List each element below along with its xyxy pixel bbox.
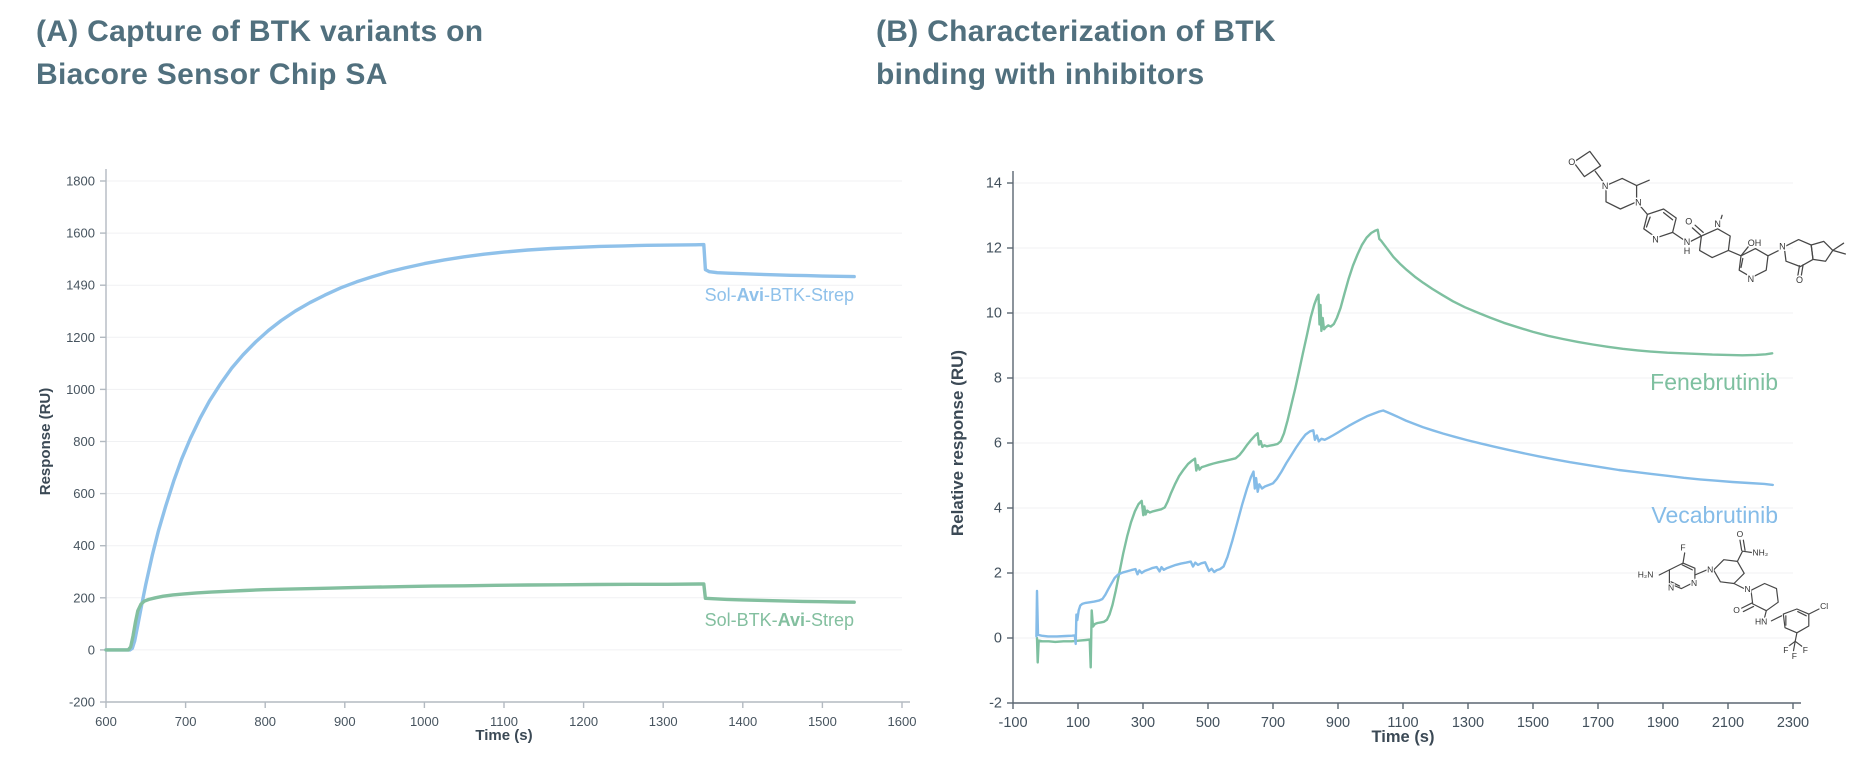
chart-b-y-tick-label: 8 (994, 371, 1002, 387)
chart-b-x-tick-label: 1700 (1582, 715, 1614, 731)
panel-a-title-line1: (A) Capture of BTK variants on (36, 15, 484, 48)
chart-b-y-tick-label: 12 (986, 241, 1002, 257)
svg-text:N: N (1602, 181, 1609, 191)
chart-b-x-tick-label: 1100 (1387, 715, 1418, 731)
svg-text:N: N (1668, 582, 1674, 592)
svg-text:O: O (1796, 275, 1803, 285)
fenebrutinib-structure-icon: O N N N N H O N OH N N O (1567, 150, 1847, 286)
chart-a-ylabel: Response (RU) (37, 388, 54, 496)
chart-b-x-tick-label: 300 (1131, 715, 1155, 731)
svg-text:N: N (1652, 234, 1659, 244)
chart-b-x-tick-label: 1500 (1517, 715, 1549, 731)
svg-text:O: O (1685, 216, 1692, 226)
svg-text:N: N (1635, 197, 1642, 207)
vecabrutinib-label: Vecabrutinib (1651, 502, 1778, 528)
fenebrutinib-curve (1035, 228, 1774, 669)
sol-btk-avi-strep-curve (104, 582, 856, 652)
chart-a-y-tick-label: 200 (73, 590, 95, 605)
svg-text:Cl: Cl (1820, 601, 1828, 611)
sol-avi-btk-strep-curve (104, 242, 856, 652)
chart-a-x-tick-label: 1400 (728, 714, 757, 729)
svg-text:HN: HN (1755, 616, 1767, 626)
chart-b-y-tick-label: -2 (989, 696, 1002, 712)
svg-text:F: F (1803, 645, 1808, 655)
svg-text:N: N (1714, 219, 1721, 229)
panel-a-title: (A) Capture of BTK variants on Biacore S… (36, 10, 483, 96)
panel-b-title-line1: (B) Characterization of BTK (876, 15, 1276, 48)
panel-b-title-line2: binding with inhibitors (876, 58, 1205, 91)
chart-a-y-tick-label: 1490 (66, 278, 95, 293)
chart-b-x-tick-label: 100 (1066, 715, 1090, 731)
svg-text:N: N (1707, 564, 1713, 574)
vecabrutinib-structure-icon: H₂N N N F N O NH₂ N O HN Cl F F F (1637, 527, 1830, 660)
svg-text:N: N (1748, 274, 1755, 284)
sol-avi-btk-strep-label: Sol-Avi-BTK-Strep (705, 285, 854, 305)
svg-text:F: F (1783, 645, 1788, 655)
panel-b-title: (B) Characterization of BTK binding with… (876, 10, 1276, 96)
chart-a: 600 700 800 900 1000 1100 1200 1300 1400 1500 1600… (37, 169, 916, 744)
chart-a-x-tick-label: 1600 (888, 714, 917, 729)
chart-a-y-tick-label: 600 (73, 486, 95, 501)
chart-a-y-tick-label: 1000 (66, 382, 95, 397)
svg-text:F: F (1680, 542, 1685, 552)
chart-b-x-tick-label: 1300 (1452, 715, 1484, 731)
svg-text:NH₂: NH₂ (1753, 547, 1769, 557)
svg-text:F: F (1792, 651, 1797, 660)
svg-text:H₂N: H₂N (1638, 570, 1654, 580)
chart-b-y-tick-label: 10 (986, 306, 1002, 322)
chart-b-y-tick-label: 14 (986, 176, 1002, 192)
svg-text:N: N (1779, 242, 1786, 252)
chart-b-y-tick-label: 0 (994, 631, 1002, 647)
chart-a-y-tick-label: 1600 (66, 226, 95, 241)
svg-text:N: N (1745, 584, 1751, 594)
chart-a-y-tick-label: 1200 (66, 330, 95, 345)
chart-b-x-tick-label: 500 (1196, 715, 1220, 731)
chart-a-x-tick-label: 600 (95, 714, 117, 729)
chart-a-y-tick-label: 400 (73, 538, 95, 553)
chart-b-xlabel: Time (s) (1372, 728, 1435, 746)
svg-text:O: O (1568, 157, 1575, 167)
chart-a-x-tick-label: 900 (334, 714, 356, 729)
chart-b-x-tick-label: 2300 (1777, 715, 1809, 731)
chart-b-ylabel: Relative response (RU) (948, 350, 967, 536)
svg-text:H: H (1684, 246, 1691, 256)
chart-b-x-tick-label: 700 (1261, 715, 1285, 731)
chart-b-x-tick-label: 1900 (1647, 715, 1679, 731)
chart-a-x-tick-label: 800 (254, 714, 276, 729)
chart-a-y-tick-label: -200 (69, 695, 95, 710)
chart-a-x-tick-label: 1300 (649, 714, 678, 729)
vecabrutinib-curve (1035, 409, 1774, 646)
svg-text:O: O (1733, 605, 1740, 615)
chart-a-y-tick-label: 1800 (66, 174, 95, 189)
svg-text:O: O (1737, 529, 1744, 539)
chart-a-x-tick-label: 1500 (808, 714, 837, 729)
chart-a-xlabel: Time (s) (475, 727, 532, 744)
chart-b-y-tick-label: 6 (994, 436, 1002, 452)
chart-a-x-tick-label: 1000 (410, 714, 439, 729)
chart-b-x-tick-label: 900 (1326, 715, 1350, 731)
panel-a-title-line2: Biacore Sensor Chip SA (36, 58, 388, 91)
chart-a-x-tick-label: 1200 (569, 714, 598, 729)
fenebrutinib-label: Fenebrutinib (1650, 369, 1778, 395)
sol-btk-avi-strep-label: Sol-BTK-Avi-Strep (705, 610, 854, 630)
chart-b-x-tick-label: -100 (998, 715, 1027, 731)
chart-b-y-tick-label: 2 (994, 566, 1002, 582)
chart-b-y-tick-label: 4 (994, 501, 1002, 517)
chart-a-x-tick-label: 700 (175, 714, 197, 729)
chart-b-x-tick-label: 2100 (1712, 715, 1744, 731)
svg-text:N: N (1684, 237, 1691, 247)
svg-text:OH: OH (1748, 238, 1762, 248)
chart-a-y-tick-label: 0 (88, 642, 95, 657)
chart-a-y-tick-label: 800 (73, 434, 95, 449)
svg-text:N: N (1691, 578, 1697, 588)
chart-a-x-tick-label: 1100 (490, 714, 518, 729)
